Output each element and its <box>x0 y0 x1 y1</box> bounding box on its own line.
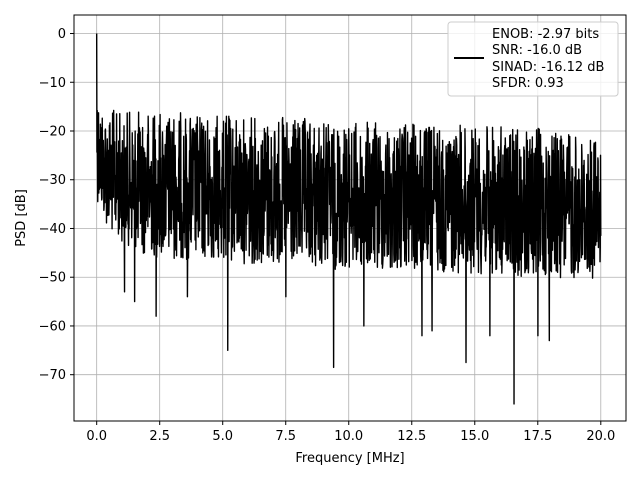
legend: ENOB: -2.97 bits SNR: -16.0 dB SINAD: -1… <box>447 21 619 97</box>
legend-entry-snr: SNR: -16.0 dB <box>492 43 582 58</box>
legend-entry-sinad: SINAD: -16.12 dB <box>492 60 604 75</box>
y-tick-label: −10 <box>39 76 66 91</box>
y-tick-label: −70 <box>39 368 66 383</box>
x-tick-label: 20.0 <box>586 429 615 444</box>
psd-line <box>95 33 602 405</box>
y-axis-label: PSD [dB] <box>14 189 29 247</box>
y-tick-label: −30 <box>39 173 66 188</box>
y-tick-label: −20 <box>39 125 66 140</box>
x-tick-label: 7.5 <box>275 429 296 444</box>
legend-entry-enob: ENOB: -2.97 bits <box>492 27 599 42</box>
x-axis-label: Frequency [MHz] <box>295 451 404 466</box>
y-tick-label: −60 <box>39 319 66 334</box>
y-tick-label: −50 <box>39 271 66 286</box>
plot-frame <box>73 14 627 422</box>
y-tick-label: −40 <box>39 222 66 237</box>
x-tick-label: 17.5 <box>523 429 552 444</box>
x-tick-label: 5.0 <box>212 429 233 444</box>
x-tick-label: 12.5 <box>397 429 426 444</box>
y-axis-ticks: 0 −10 −20 −30 −40 −50 −60 −70 <box>39 27 74 383</box>
psd-series <box>95 33 602 405</box>
x-tick-label: 15.0 <box>460 429 489 444</box>
x-tick-label: 10.0 <box>334 429 363 444</box>
x-tick-label: 0.0 <box>86 429 107 444</box>
legend-box <box>447 21 619 97</box>
x-axis-ticks: 0.0 2.5 5.0 7.5 10.0 12.5 15.0 17.5 20.0 <box>86 421 615 444</box>
legend-entry-sfdr: SFDR: 0.93 <box>492 76 564 91</box>
x-tick-label: 2.5 <box>149 429 170 444</box>
y-tick-label: 0 <box>58 27 66 42</box>
